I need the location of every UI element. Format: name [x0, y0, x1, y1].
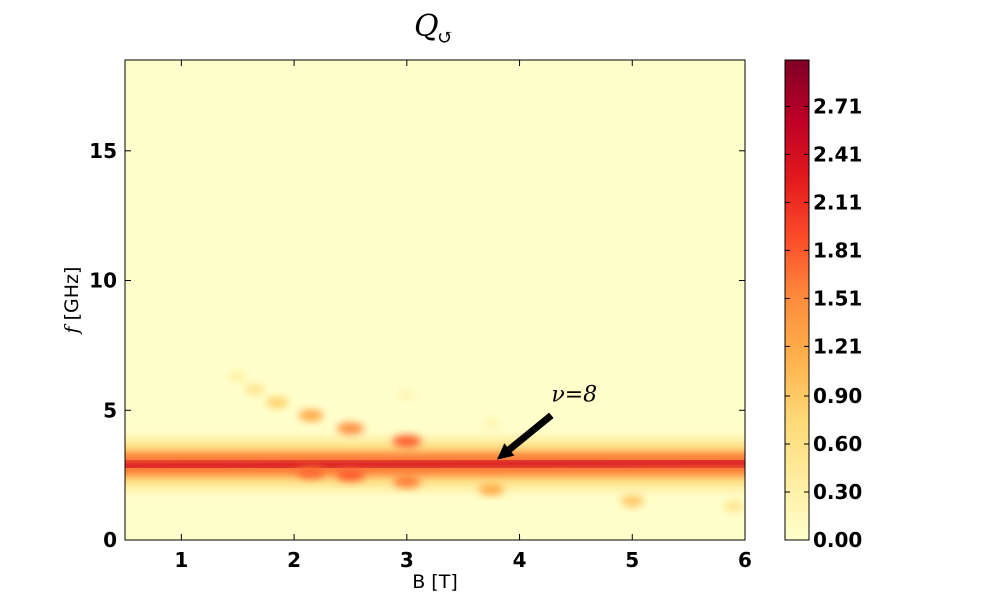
x-axis-ticks: 1 2 3 4 5 6	[174, 60, 752, 572]
colorbar-tick-label-9: 2.71	[813, 94, 862, 118]
colorbar-tick-label-6: 1.81	[813, 238, 862, 262]
lower-feature-0	[296, 466, 326, 479]
x-tick-label-4: 5	[625, 548, 639, 572]
upper-feature-4	[336, 422, 364, 435]
colorbar-tick-label-1: 0.30	[813, 480, 862, 504]
chart-title: Q ↺	[414, 9, 454, 49]
lower-feature-1	[336, 469, 365, 482]
colorbar-ticks: 0.00 0.30 0.60 0.90 1.21 1.51 1.81 2.11 2.41 2.71	[785, 94, 862, 552]
colorbar-tick-label-2: 0.60	[813, 432, 862, 456]
upper-feature-1	[244, 383, 266, 396]
y-tick-label-1: 5	[103, 398, 117, 422]
x-tick-label-1: 2	[287, 548, 301, 572]
lower-feature-2	[393, 475, 421, 488]
title-text: Q	[414, 9, 439, 44]
upper-feature-2	[265, 396, 289, 409]
lower-feature-3	[478, 483, 504, 496]
y-axis-ticks: 0 5 10 15	[89, 139, 745, 552]
upper-feature-5	[392, 435, 422, 448]
main-band	[125, 457, 745, 471]
y-tick-label-3: 15	[89, 139, 117, 163]
colorbar-tick-label-0: 0.00	[813, 528, 862, 552]
title-subscript: ↺	[437, 25, 454, 49]
x-tick-label-0: 1	[174, 548, 188, 572]
x-axis-label: B [T]	[412, 571, 458, 593]
y-axis-label-unit: [GHz]	[61, 267, 83, 327]
annotation-arrow-shaft	[507, 412, 554, 453]
colorbar-tick-label-3: 0.90	[813, 384, 862, 408]
upper-feature-7	[481, 417, 501, 430]
x-tick-label-3: 4	[513, 548, 527, 572]
colorbar-tick-label-5: 1.51	[813, 286, 862, 310]
upper-feature-0	[227, 370, 248, 383]
colorbar-tick-label-4: 1.21	[813, 334, 862, 358]
colorbar-tick-label-8: 2.41	[813, 142, 862, 166]
heatmap-cells	[125, 370, 745, 513]
y-axis-label: f [GHz]	[61, 267, 83, 336]
upper-feature-6	[397, 388, 417, 401]
annotation-arrow-head	[497, 443, 515, 460]
annotation: ν=8	[497, 382, 597, 460]
x-tick-label-2: 3	[400, 548, 414, 572]
y-tick-label-2: 10	[89, 269, 117, 293]
lower-feature-5	[723, 500, 745, 513]
colorbar	[784, 59, 810, 541]
y-tick-label-0: 0	[103, 528, 117, 552]
upper-feature-3	[298, 409, 324, 422]
colorbar-tick-label-7: 2.11	[813, 190, 862, 214]
x-tick-label-5: 6	[738, 548, 752, 572]
annotation-label: ν=8	[551, 382, 597, 407]
plot-frame	[124, 59, 746, 541]
y-axis-label-symbol: f	[61, 323, 83, 335]
lower-feature-4	[620, 495, 644, 508]
